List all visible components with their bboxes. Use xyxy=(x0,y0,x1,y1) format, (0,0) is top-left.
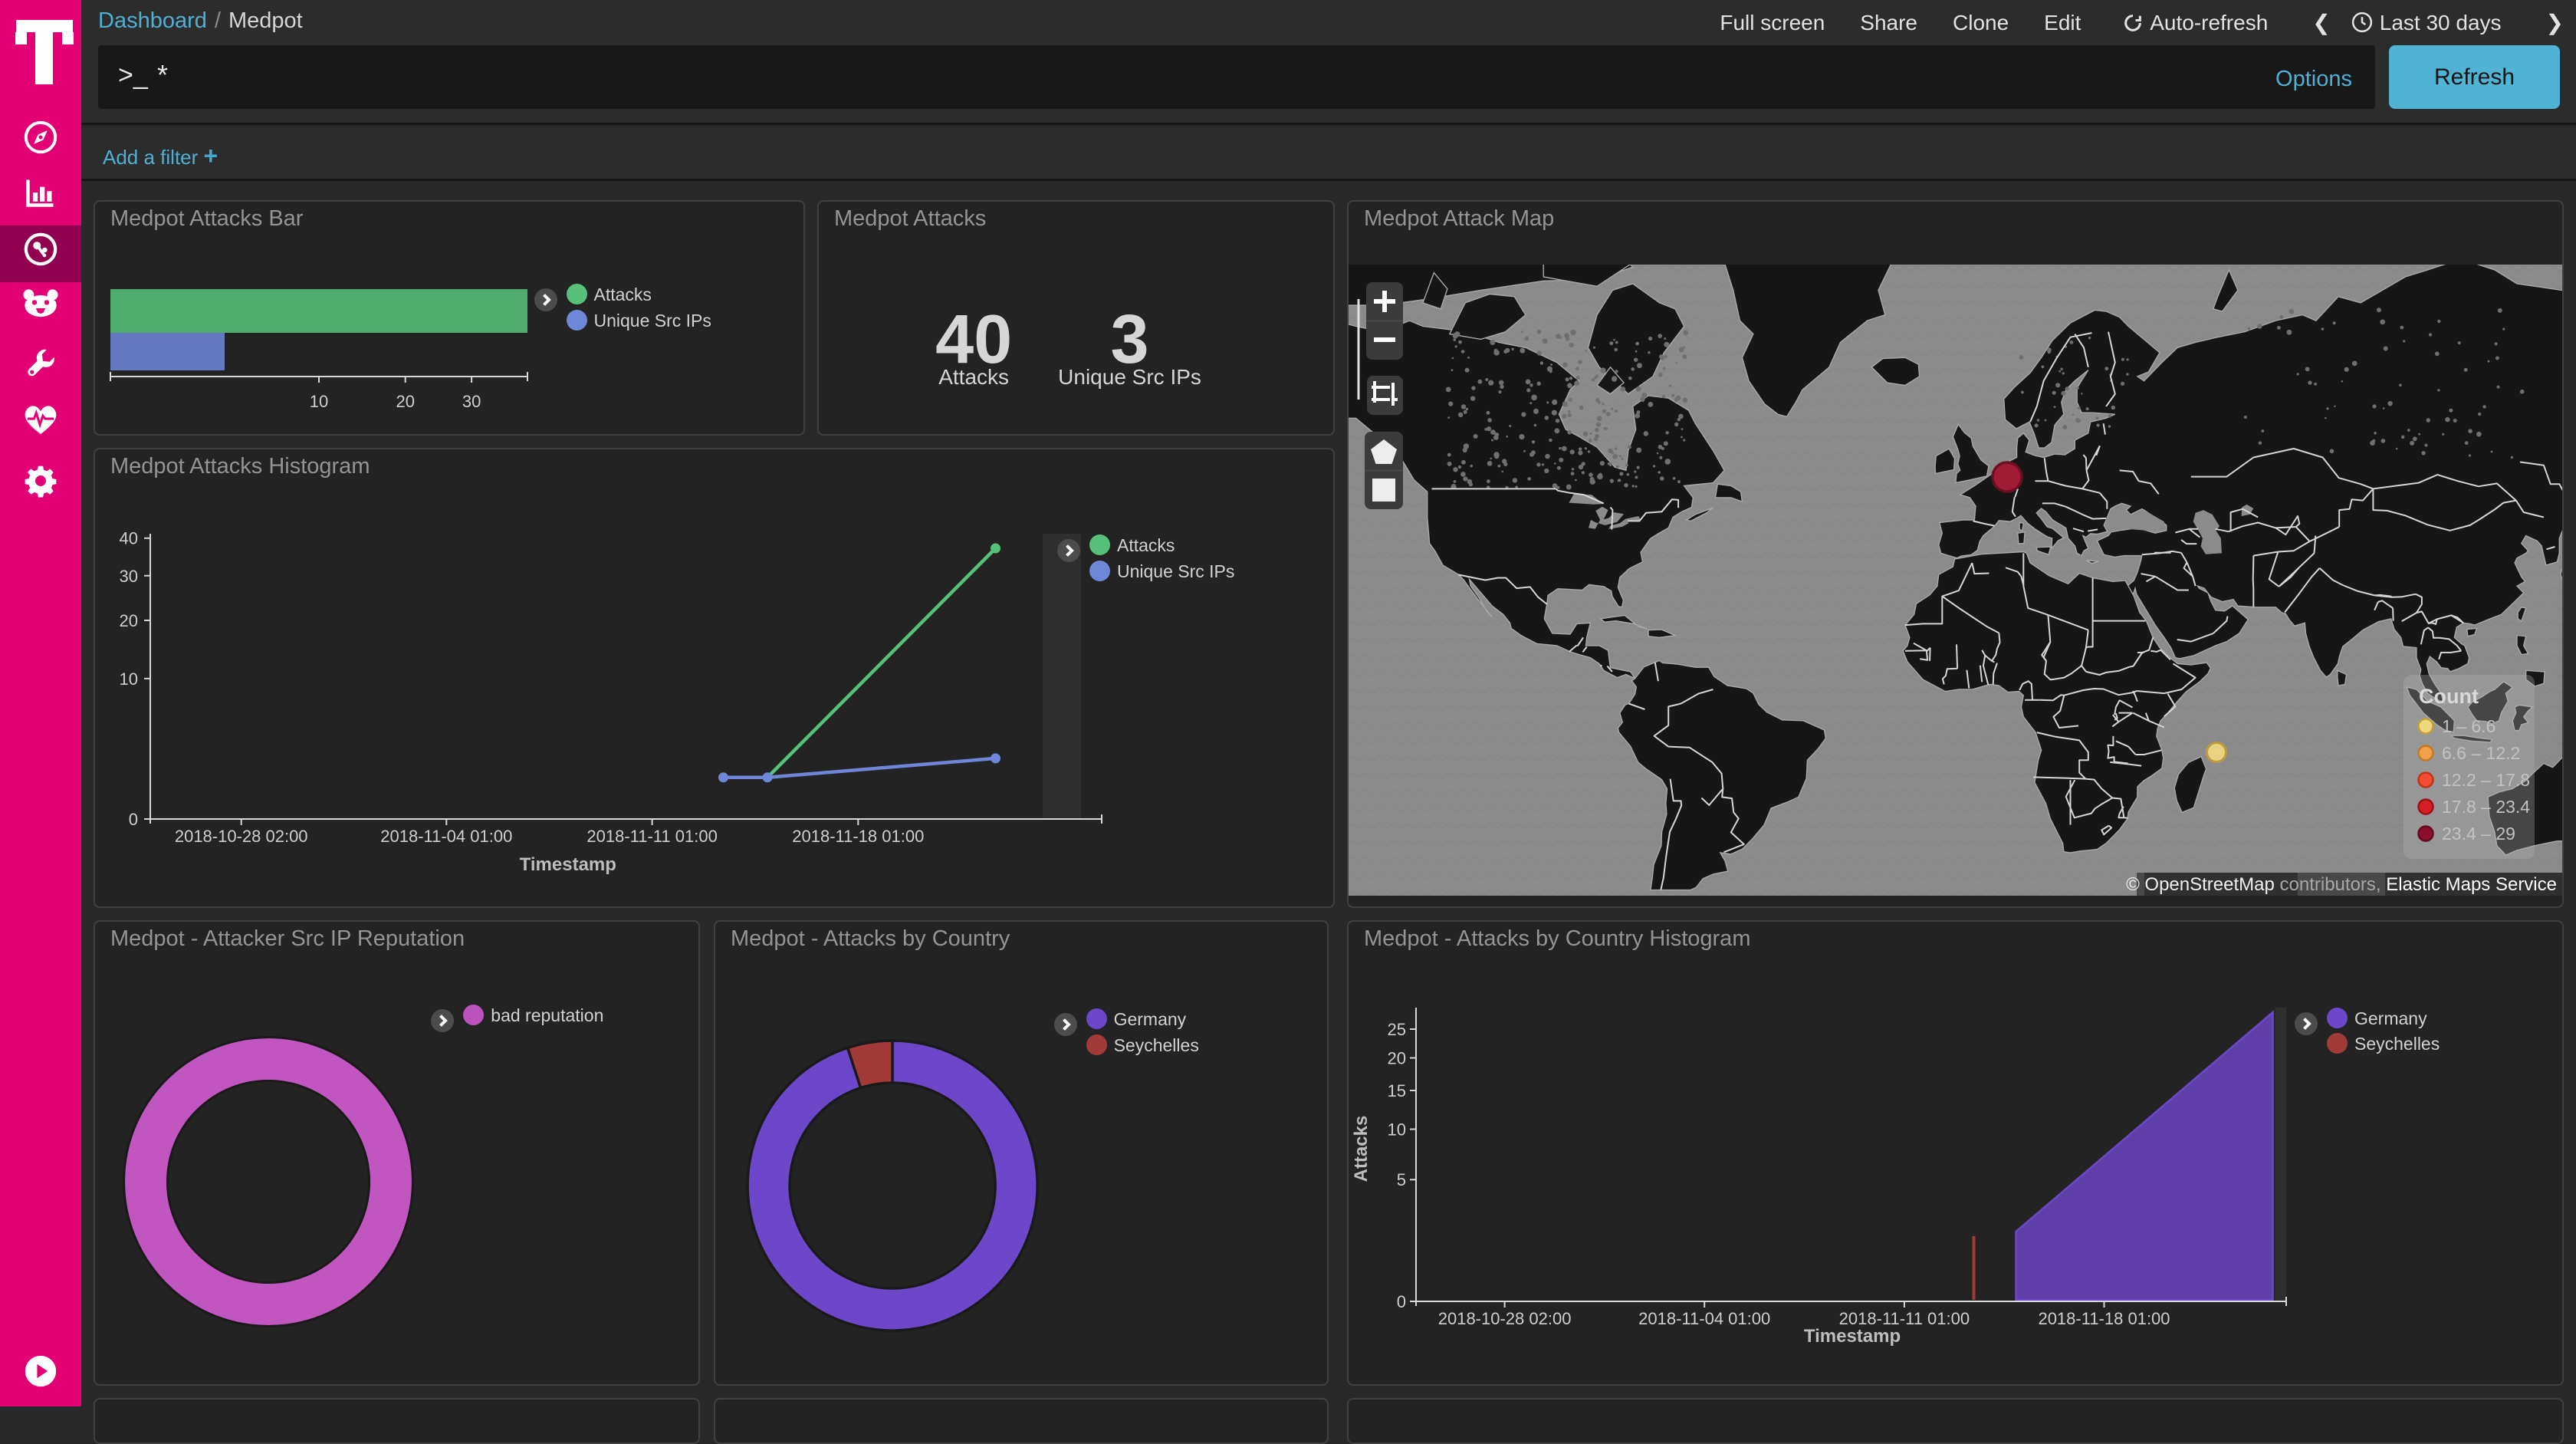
svg-text:20: 20 xyxy=(120,611,138,630)
svg-text:2018-11-18 01:00: 2018-11-18 01:00 xyxy=(2038,1309,2170,1328)
svg-text:30: 30 xyxy=(462,392,481,411)
svg-text:2018-10-28 02:00: 2018-10-28 02:00 xyxy=(1438,1309,1572,1328)
svg-text:2018-11-11 01:00: 2018-11-11 01:00 xyxy=(1839,1309,1970,1328)
svg-text:0: 0 xyxy=(1397,1292,1406,1311)
svg-text:2018-11-04 01:00: 2018-11-04 01:00 xyxy=(380,827,512,846)
svg-text:23.4 – 29: 23.4 – 29 xyxy=(2442,824,2515,844)
svg-text:2018-11-11 01:00: 2018-11-11 01:00 xyxy=(586,827,717,846)
svg-text:5: 5 xyxy=(1397,1170,1406,1189)
svg-text:10: 10 xyxy=(1388,1120,1406,1140)
svg-text:40: 40 xyxy=(120,529,138,548)
svg-text:2018-11-04 01:00: 2018-11-04 01:00 xyxy=(1638,1309,1770,1328)
svg-text:1 – 6.6: 1 – 6.6 xyxy=(2442,716,2496,736)
svg-text:0: 0 xyxy=(129,810,138,829)
svg-text:25: 25 xyxy=(1388,1020,1406,1039)
svg-text:10: 10 xyxy=(120,669,138,689)
svg-text:© OpenStreetMap contributors,: © OpenStreetMap contributors, Elastic Ma… xyxy=(2126,874,2557,895)
svg-text:Timestamp: Timestamp xyxy=(1804,1326,1901,1347)
svg-text:30: 30 xyxy=(120,567,138,586)
svg-text:17.8 – 23.4: 17.8 – 23.4 xyxy=(2442,797,2530,817)
svg-text:Count: Count xyxy=(2419,685,2479,708)
svg-text:6.6 – 12.2: 6.6 – 12.2 xyxy=(2442,743,2520,763)
svg-text:20: 20 xyxy=(1388,1049,1406,1068)
svg-text:2018-10-28 02:00: 2018-10-28 02:00 xyxy=(175,827,308,846)
svg-text:Attacks: Attacks xyxy=(1351,1116,1372,1183)
svg-text:12.2 – 17.8: 12.2 – 17.8 xyxy=(2442,770,2530,790)
svg-text:2018-11-18 01:00: 2018-11-18 01:00 xyxy=(792,827,924,846)
svg-text:15: 15 xyxy=(1388,1081,1406,1100)
svg-text:20: 20 xyxy=(396,392,414,411)
svg-text:Timestamp: Timestamp xyxy=(520,854,616,875)
svg-text:10: 10 xyxy=(310,392,328,411)
